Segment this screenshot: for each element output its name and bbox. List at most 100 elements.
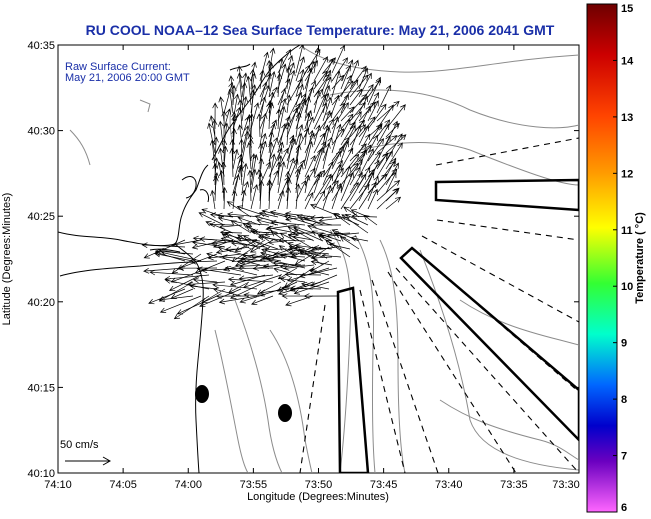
current-vector [295,144,302,170]
current-vector [171,253,202,274]
current-vector [313,88,324,106]
current-vector [313,146,325,178]
current-vector [289,285,322,292]
current-vector [154,251,194,262]
current-vector [358,133,371,154]
current-vector [250,253,282,262]
current-vector [340,165,351,194]
current-vector [212,102,218,130]
current-vector [176,295,218,315]
current-vector [287,234,315,250]
colorbar-tick-label: 15 [621,3,633,15]
current-vector [331,116,340,138]
current-vector [221,138,228,162]
current-vector [313,190,326,210]
current-vector [295,111,302,138]
current-vector [148,288,186,305]
current-vector [158,295,194,303]
current-vector [258,179,265,210]
current-vector [294,167,301,194]
current-vector [304,96,311,122]
y-tick-label: 40:25 [27,211,55,223]
current-vector [234,239,258,252]
current-vector [325,239,351,258]
current-vector [256,113,263,138]
current-vector [210,239,250,246]
current-vector [367,103,387,130]
current-vector [250,102,260,130]
current-vector [229,147,236,178]
x-tick-label: 73:45 [370,479,398,491]
current-vector [331,80,354,106]
current-vector [258,142,264,170]
current-vector [268,71,276,98]
current-vector [331,167,344,186]
current-vector [313,90,321,114]
current-vector [238,157,245,178]
current-vector [236,258,274,265]
current-vector [313,70,328,90]
current-vector [385,157,397,178]
colorbar-tick-label: 8 [621,394,627,406]
current-vector [376,153,388,170]
current-vector [213,136,219,162]
current-vector [248,113,255,138]
current-vector [299,267,338,279]
current-vector [285,186,292,210]
current-vector [268,131,275,154]
current-vector [367,173,388,194]
current-vector [309,246,338,253]
current-vector [349,74,369,98]
current-vector [186,281,226,287]
current-vector [191,239,226,250]
current-vector [284,271,322,278]
current-vector [295,45,305,74]
current-vector [376,134,398,154]
current-vector [168,274,202,291]
current-vector [231,128,237,154]
current-vector [331,145,344,170]
scale-arrow-head [102,456,112,466]
current-vector [304,129,315,162]
current-vector [304,80,317,106]
temperature-colorbar [586,3,618,513]
current-vector [322,69,332,90]
current-vector [310,222,342,228]
current-vector [281,293,306,299]
colorbar-ticks: 15 14 13 12 11 10 9 8 7 6 [613,3,634,514]
x-tick-label: 74:05 [109,479,137,491]
current-vector [273,267,298,276]
current-vector [269,209,297,218]
current-vector [261,247,306,262]
current-vector [277,141,285,162]
current-vector [154,248,194,255]
current-vector [303,293,338,299]
current-vector [250,168,257,194]
current-vector [268,47,276,74]
current-vector [304,174,311,194]
current-vector [367,92,380,114]
current-vector [259,112,268,146]
current-vector [212,282,258,290]
current-vector [367,100,379,122]
current-vector [385,187,400,202]
current-vector [385,162,399,186]
current-vector [385,133,403,162]
current-label: Raw Surface Current: [65,61,171,73]
current-vector [349,111,362,130]
current-vector [340,79,359,106]
current-vector [276,108,282,130]
current-vector [277,57,284,82]
current-vector [277,190,285,210]
current-vector [221,254,266,262]
x-tick-label: 73:40 [435,479,463,491]
current-vector [226,201,252,218]
current-vector [322,58,334,82]
y-tick-label: 40:35 [27,40,55,52]
current-vector [227,276,274,283]
y-axis-ticks: 40:35 40:30 40:25 40:20 40:15 40:10 [27,40,579,480]
current-vector [367,138,385,162]
current-vector [245,225,270,242]
current-vector [256,168,263,194]
